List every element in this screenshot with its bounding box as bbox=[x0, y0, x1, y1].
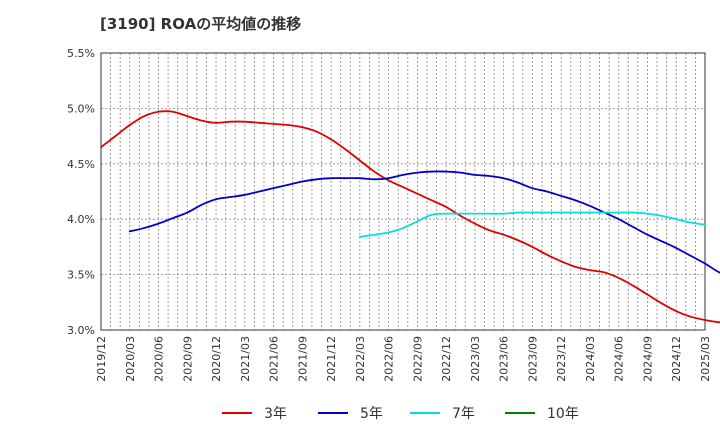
x-tick-label: 2021/09 bbox=[296, 336, 309, 382]
y-tick-label: 4.0% bbox=[67, 213, 95, 226]
x-tick-label: 2023/06 bbox=[498, 336, 511, 382]
x-tick-label: 2024/06 bbox=[613, 336, 626, 382]
x-tick-label: 2021/06 bbox=[268, 336, 281, 382]
x-tick-label: 2020/12 bbox=[210, 336, 223, 382]
x-tick-label: 2022/06 bbox=[383, 336, 396, 382]
x-tick-label: 2022/03 bbox=[354, 336, 367, 382]
x-tick-label: 2020/09 bbox=[181, 336, 194, 382]
y-tick-label: 5.5% bbox=[67, 47, 95, 60]
x-tick-label: 2024/09 bbox=[641, 336, 654, 382]
x-tick-label: 2022/12 bbox=[440, 336, 453, 382]
x-tick-label: 2025/03 bbox=[699, 336, 712, 382]
x-tick-label: 2023/03 bbox=[469, 336, 482, 382]
y-tick-label: 3.5% bbox=[67, 269, 95, 282]
x-tick-label: 2024/03 bbox=[584, 336, 597, 382]
y-tick-label: 3.0% bbox=[67, 324, 95, 337]
x-tick-label: 2023/09 bbox=[526, 336, 539, 382]
chart-title: [3190] ROAの平均値の推移 bbox=[100, 15, 302, 33]
series-layer bbox=[100, 110, 720, 324]
series-line-7年 bbox=[358, 211, 706, 238]
legend-label: 3年 bbox=[264, 406, 287, 422]
y-tick-label: 5.0% bbox=[67, 102, 95, 115]
x-tick-label: 2021/12 bbox=[325, 336, 338, 382]
x-tick-label: 2024/12 bbox=[670, 336, 683, 382]
x-tick-label: 2023/12 bbox=[555, 336, 568, 382]
y-tick-label: 4.5% bbox=[67, 158, 95, 171]
legend-label: 5年 bbox=[360, 406, 383, 422]
x-tick-label: 2022/09 bbox=[411, 336, 424, 382]
x-tick-label: 2020/03 bbox=[124, 336, 137, 382]
legend-label: 10年 bbox=[547, 406, 579, 422]
x-tick-label: 2021/03 bbox=[239, 336, 252, 382]
x-tick-label: 2020/06 bbox=[153, 336, 166, 382]
y-axis-ticks: 3.0% 3.5% 4.0% 4.5% 5.0% 5.5% bbox=[67, 47, 95, 337]
legend: 3年 5年 7年 10年 bbox=[222, 406, 579, 422]
series-line-5年 bbox=[128, 170, 720, 274]
x-axis-ticks: 2019/12 2020/03 2020/06 2020/09 2020/12 2021/… bbox=[95, 336, 712, 382]
plot-background bbox=[101, 53, 705, 330]
plot-frame bbox=[100, 52, 706, 331]
x-tick-label: 2019/12 bbox=[95, 336, 108, 382]
legend-label: 7年 bbox=[452, 406, 475, 422]
series-line-3年 bbox=[100, 110, 720, 324]
